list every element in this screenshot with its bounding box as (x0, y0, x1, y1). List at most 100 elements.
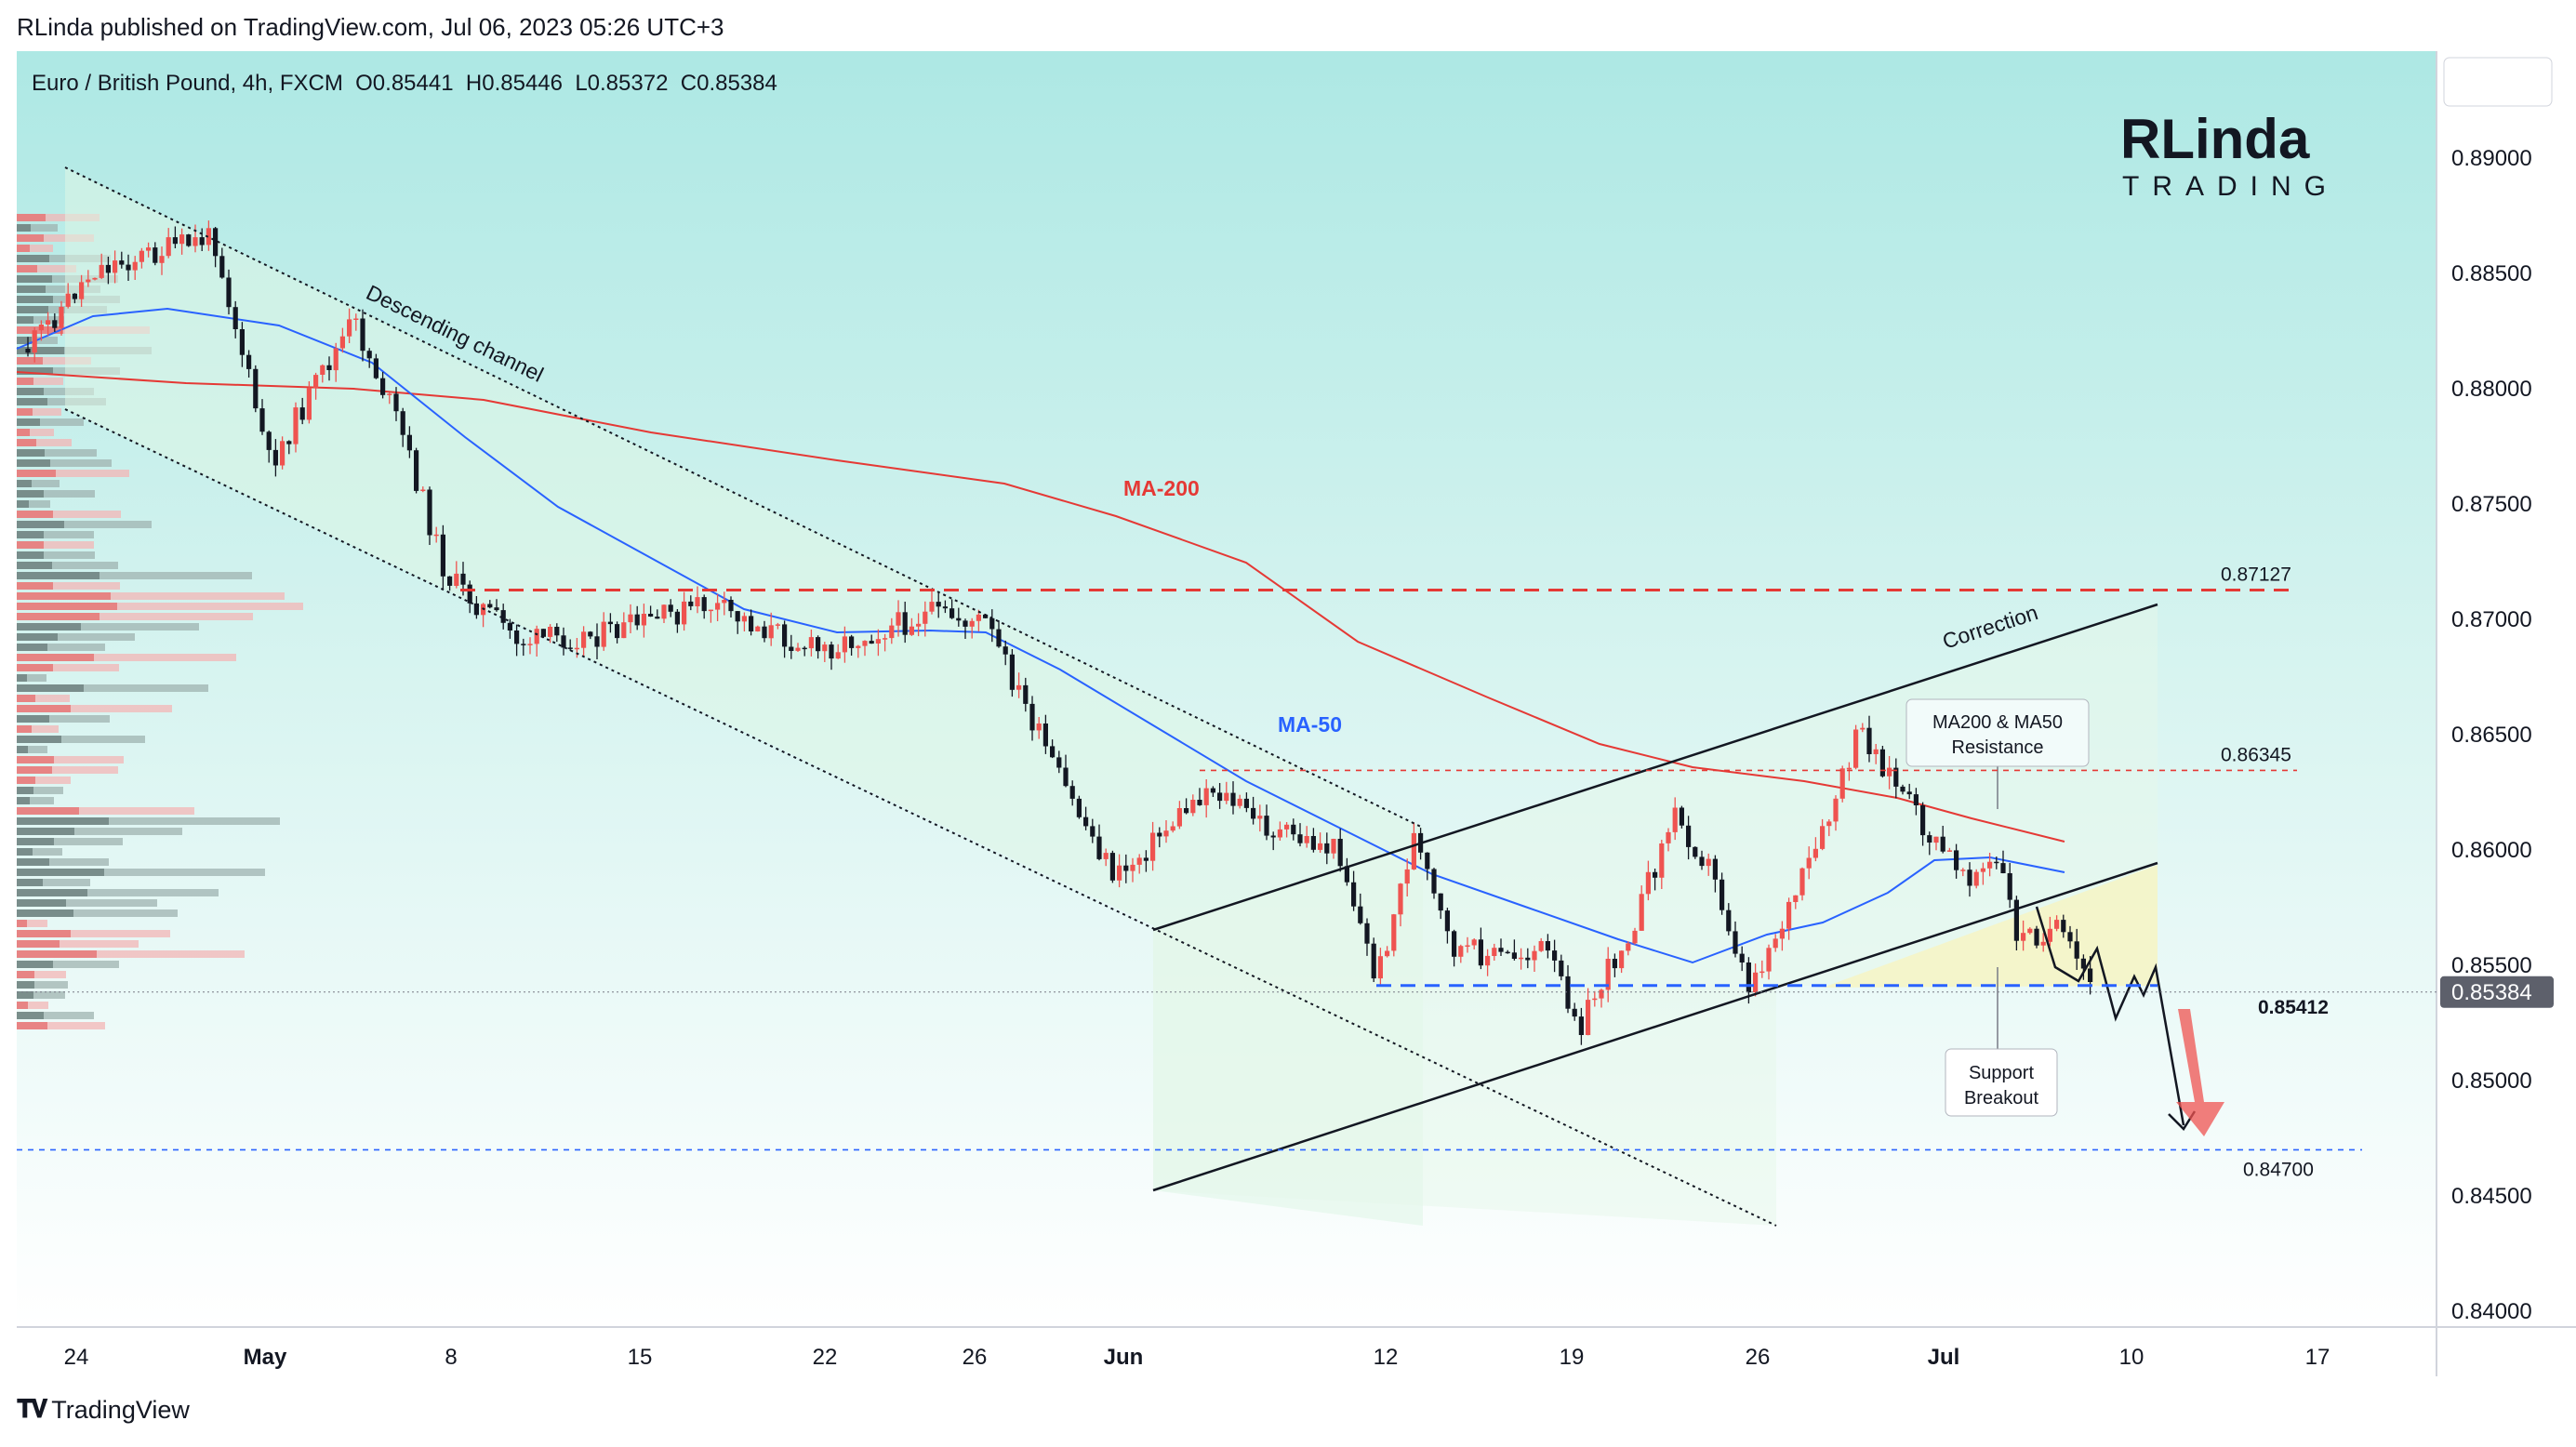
candle-body (1525, 957, 1531, 961)
candle-body (849, 636, 855, 648)
candle-body (1820, 826, 1826, 849)
candle-body (2061, 920, 2066, 933)
volume-profile-bar (17, 470, 129, 477)
candle-body (1411, 832, 1416, 870)
candle-body (902, 612, 908, 635)
volume-profile-bar (17, 756, 124, 763)
candle-body (72, 293, 77, 299)
volume-profile-bar-core (17, 950, 97, 958)
volume-profile-bar-core (17, 531, 44, 538)
candle-body (1599, 989, 1604, 999)
candle-body (473, 603, 479, 616)
volume-profile-bar (17, 224, 58, 232)
volume-profile-bar-core (17, 214, 46, 221)
x-tick-label: 15 (628, 1345, 653, 1370)
volume-profile-bar-core (17, 429, 30, 436)
candle-body (1036, 724, 1042, 731)
candle-body (641, 614, 646, 626)
volume-profile-bar-core (17, 766, 52, 774)
candle-body (561, 635, 566, 648)
price-axis: 0.89000 0.88500 0.88000 0.87500 0.87000 0.865… (2451, 146, 2532, 1324)
volume-profile-bar-core (17, 848, 33, 856)
candle-body (648, 614, 654, 617)
volume-profile-bar-core (17, 521, 64, 528)
volume-profile-bar-core (17, 367, 53, 375)
candle-body (1050, 746, 1056, 758)
ma200-line (16, 371, 2065, 843)
candle-body (1940, 836, 1945, 852)
volume-profile-bar (17, 909, 178, 917)
candle-body (2088, 968, 2093, 982)
candle-body (521, 644, 526, 645)
candle-body (869, 641, 874, 644)
candle-body (856, 645, 861, 648)
volume-profile-bar-core (17, 572, 100, 579)
candle-body (2000, 863, 2006, 873)
y-tick-label: 0.84000 (2451, 1299, 2532, 1324)
volume-profile-bar-core (17, 991, 33, 999)
candle-body (1920, 805, 1926, 836)
candle-body (1839, 768, 1845, 799)
candle-body (789, 646, 794, 651)
volume-profile-bar (17, 920, 47, 927)
candle-body (286, 441, 292, 445)
candle-body (1251, 807, 1256, 819)
candle-body (1170, 826, 1175, 831)
candle-body (969, 620, 975, 627)
candle-body (1297, 834, 1303, 843)
candle-body (1712, 858, 1718, 880)
candle-body (1693, 846, 1698, 857)
projection-path (2035, 906, 2185, 1126)
candle-body (1284, 824, 1290, 830)
volume-profile-bar-core (17, 470, 56, 477)
volume-profile-bar-core (17, 480, 32, 487)
candle-body (1846, 767, 1852, 770)
volume-profile-bar-core (17, 746, 28, 753)
y-tick-label: 0.86000 (2451, 838, 2532, 863)
candle-body (741, 616, 747, 622)
tradingview-logo-icon: 𝐓𝐕 (17, 1395, 47, 1423)
candle-body (1431, 869, 1437, 894)
candle-body (1492, 948, 1497, 956)
candle-body (406, 434, 412, 451)
candle-body (266, 431, 272, 450)
candle-body (25, 349, 31, 353)
candle-body (1559, 960, 1564, 976)
candle-body (1203, 788, 1209, 805)
candle-body (99, 264, 104, 278)
candle-body (862, 641, 868, 646)
volume-profile-bar (17, 807, 194, 815)
candle-body (1176, 808, 1182, 827)
candle-body (1143, 857, 1149, 861)
candle-body (929, 602, 935, 612)
candle-body (728, 600, 734, 612)
candle-body (1826, 821, 1832, 827)
x-tick-label: May (244, 1345, 287, 1370)
candle-body (1973, 871, 1979, 886)
logo-line2: TRADING (2122, 171, 2339, 202)
candle-body (380, 378, 386, 395)
candle-body (1270, 835, 1276, 838)
volume-profile-bar (17, 582, 120, 590)
candle-body (159, 256, 165, 263)
candle-body (655, 617, 660, 619)
volume-profile-bar-core (17, 777, 35, 784)
candle-body (1371, 943, 1376, 979)
candle-body (1478, 939, 1483, 966)
candle-body (1023, 684, 1029, 704)
candle-body (1645, 871, 1651, 895)
volume-profile-bar-core (17, 316, 33, 324)
candle-body (1853, 729, 1859, 768)
volume-profile-bar (17, 961, 119, 968)
candle-body (936, 602, 941, 607)
candle-body (534, 629, 539, 644)
volume-profile-bar (17, 480, 60, 487)
volume-profile-bar-core (17, 817, 109, 825)
y-tick-label: 0.84500 (2451, 1184, 2532, 1209)
resistance-callout-line2: Resistance (1952, 737, 2044, 758)
volume-profile-bar (17, 378, 63, 385)
candle-body (1438, 893, 1443, 911)
candle-body (715, 603, 721, 610)
volume-profile-bar (17, 214, 100, 221)
tradingview-brand[interactable]: 𝐓𝐕 TradingView (17, 1395, 190, 1425)
